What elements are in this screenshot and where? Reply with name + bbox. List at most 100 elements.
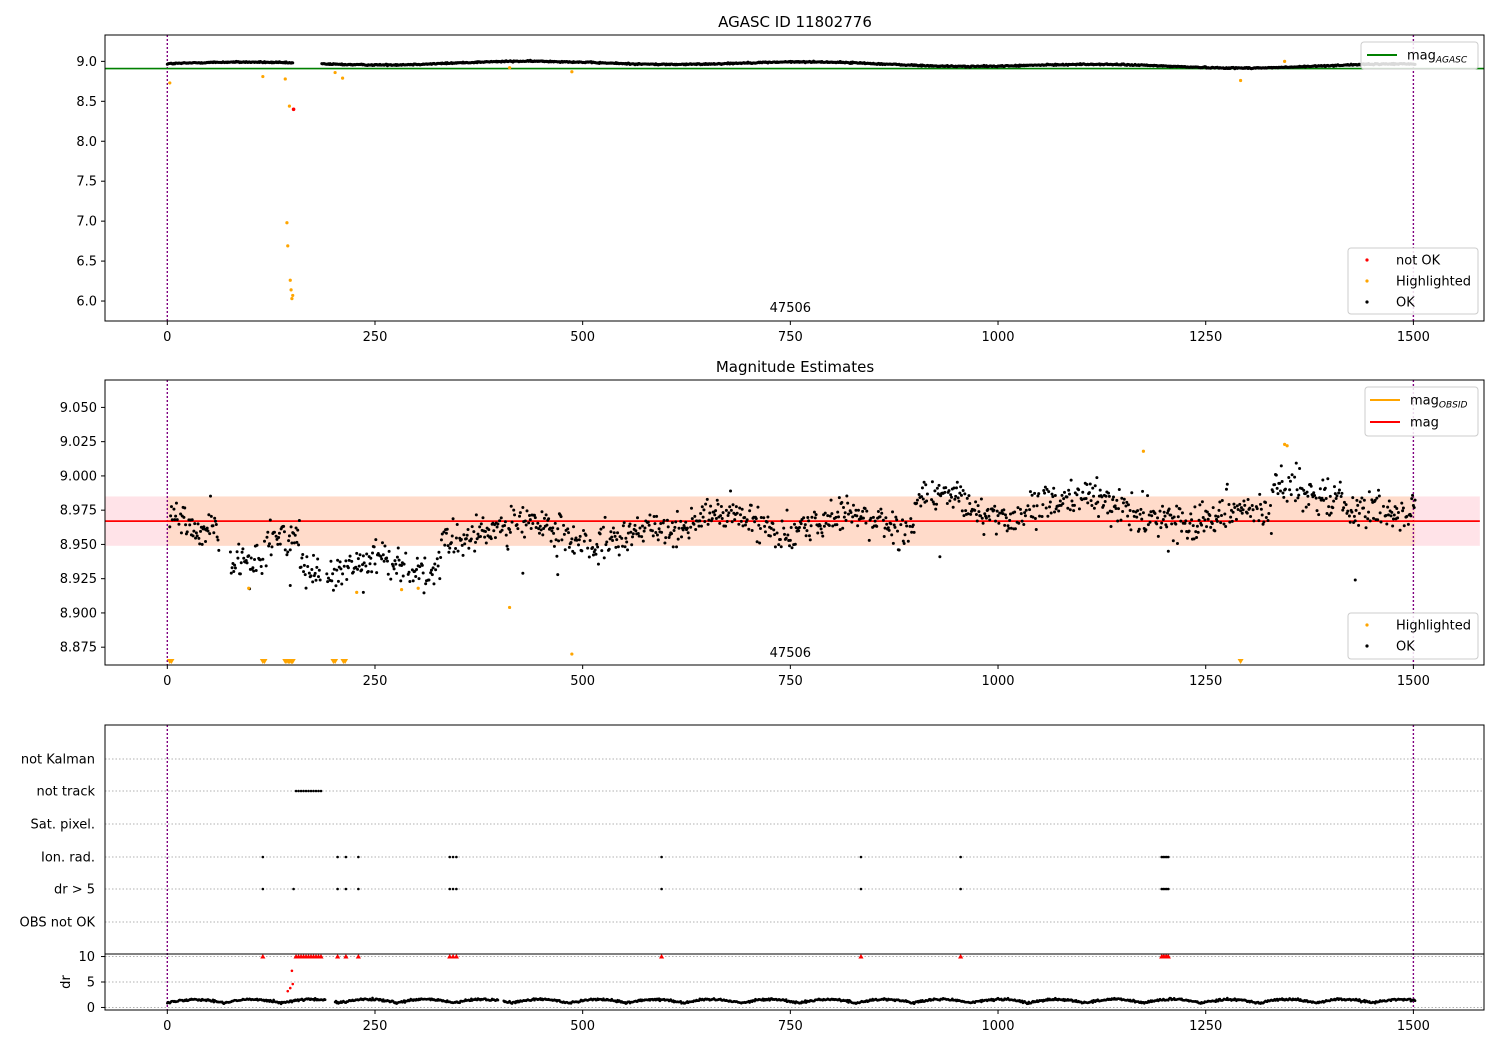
highlighted-point bbox=[261, 74, 265, 79]
ok-point bbox=[947, 489, 951, 493]
ok-point bbox=[924, 483, 928, 487]
ok-point bbox=[714, 509, 718, 513]
ok-point bbox=[1395, 506, 1399, 510]
ok-point bbox=[1385, 522, 1389, 526]
ok-point bbox=[216, 538, 220, 542]
ok-point bbox=[692, 522, 696, 526]
ok-point bbox=[297, 543, 301, 547]
ok-point bbox=[1002, 508, 1006, 512]
ok-point bbox=[191, 534, 195, 538]
ok-point bbox=[615, 538, 619, 542]
legend-point-swatch bbox=[1365, 644, 1369, 648]
ok-point bbox=[184, 523, 188, 527]
ok-point bbox=[361, 590, 365, 594]
ok-point bbox=[567, 545, 571, 549]
ok-point bbox=[1255, 507, 1259, 511]
ok-point bbox=[891, 541, 895, 545]
dr-point bbox=[323, 998, 327, 1001]
ok-point bbox=[842, 515, 846, 519]
ok-point bbox=[331, 588, 335, 592]
ok-point bbox=[809, 524, 813, 528]
flag-point bbox=[448, 887, 452, 891]
ok-point bbox=[885, 522, 889, 526]
ok-point bbox=[1252, 519, 1256, 523]
legend-label-main: mag bbox=[1410, 416, 1439, 431]
x-tick-label: 1500 bbox=[1397, 1019, 1430, 1034]
ok-point bbox=[575, 538, 579, 542]
ok-point bbox=[807, 534, 811, 538]
ok-point bbox=[267, 542, 271, 546]
ok-point bbox=[265, 535, 269, 539]
ok-point bbox=[605, 540, 609, 544]
ok-point bbox=[495, 525, 499, 529]
ok-point bbox=[252, 569, 256, 573]
ok-point bbox=[504, 533, 508, 537]
ok-point bbox=[992, 508, 996, 512]
ok-point bbox=[882, 535, 886, 539]
legend-point-swatch bbox=[1365, 623, 1369, 627]
ok-point bbox=[194, 531, 198, 535]
ok-point bbox=[213, 516, 217, 520]
ok-point bbox=[1052, 486, 1056, 490]
ok-point bbox=[758, 526, 762, 530]
ok-point bbox=[289, 525, 293, 529]
ok-point bbox=[242, 556, 246, 560]
ok-point bbox=[1297, 493, 1301, 497]
ok-point bbox=[466, 528, 470, 532]
ok-point bbox=[1357, 523, 1361, 527]
x-tick-label: 1250 bbox=[1189, 674, 1222, 689]
ok-point bbox=[995, 509, 999, 513]
ok-point bbox=[422, 591, 426, 595]
ok-point bbox=[195, 534, 199, 538]
ok-point bbox=[665, 518, 669, 522]
x-tick-label: 750 bbox=[778, 674, 803, 689]
ok-point bbox=[262, 539, 266, 543]
ok-point bbox=[964, 509, 968, 513]
ok-point bbox=[611, 526, 615, 530]
ok-point bbox=[1003, 523, 1007, 527]
ok-point bbox=[922, 480, 926, 484]
ok-point bbox=[1202, 529, 1206, 533]
agasc-magnitude-panel: AGASC ID 11802776 0 250 500 750 1000 1250 1500… bbox=[76, 13, 1485, 345]
ok-point bbox=[674, 520, 678, 524]
ok-point bbox=[748, 509, 752, 513]
ok-point bbox=[974, 500, 978, 504]
ok-point bbox=[675, 509, 679, 513]
ok-point bbox=[296, 528, 300, 532]
ok-point bbox=[1116, 519, 1120, 523]
ok-point bbox=[754, 517, 758, 521]
ok-point bbox=[1090, 503, 1094, 507]
ok-point bbox=[368, 562, 372, 566]
ok-point bbox=[784, 536, 788, 540]
flag-point bbox=[357, 855, 360, 859]
highlighted-point bbox=[340, 76, 345, 80]
ok-point bbox=[689, 506, 693, 510]
ok-point bbox=[982, 532, 986, 536]
ok-point bbox=[1390, 510, 1394, 514]
ok-point bbox=[1276, 492, 1280, 496]
ok-point bbox=[1323, 486, 1327, 490]
ok-point bbox=[293, 533, 297, 537]
ok-point bbox=[634, 529, 638, 533]
ok-point bbox=[1200, 523, 1204, 527]
ok-point bbox=[873, 519, 877, 523]
flag-point bbox=[261, 855, 265, 859]
ok-point bbox=[496, 522, 500, 526]
ok-point bbox=[300, 556, 304, 560]
plot-frame bbox=[104, 724, 1485, 1011]
ok-point bbox=[1176, 515, 1180, 519]
ok-point bbox=[1334, 497, 1338, 501]
ok-point bbox=[1376, 518, 1380, 522]
y-tick-label: 7.5 bbox=[76, 175, 97, 190]
dr-point bbox=[1091, 1001, 1095, 1004]
ok-point bbox=[268, 518, 272, 522]
x-tick-label: 250 bbox=[363, 1019, 388, 1034]
ok-point bbox=[439, 555, 443, 559]
ok-point bbox=[622, 521, 626, 525]
ok-point bbox=[375, 571, 379, 575]
highlighted-point bbox=[416, 586, 420, 590]
ok-point bbox=[670, 521, 674, 525]
ok-point bbox=[689, 525, 693, 529]
legend-label: OK bbox=[1396, 296, 1415, 311]
ok-point bbox=[439, 538, 443, 542]
